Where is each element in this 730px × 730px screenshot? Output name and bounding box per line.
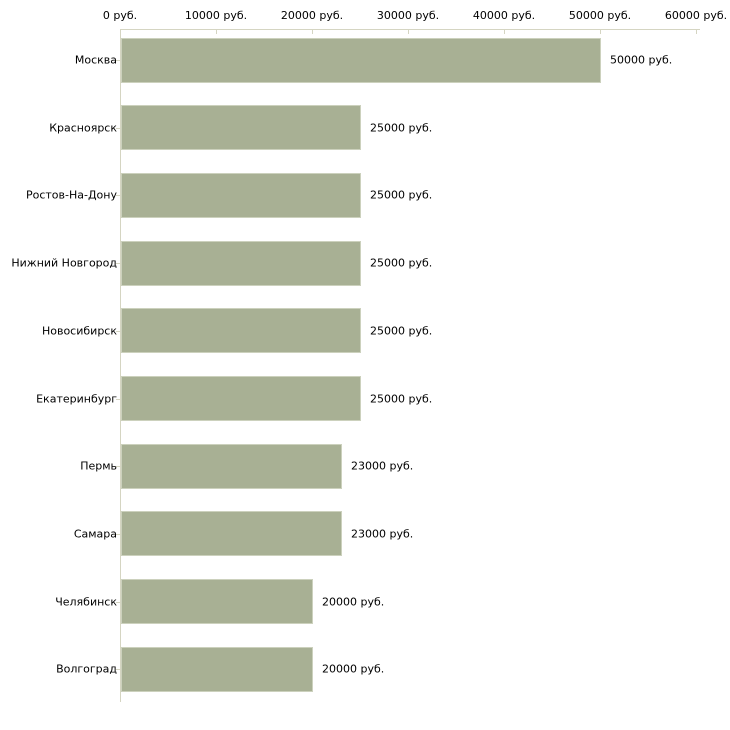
category-label: Новосибирск <box>41 324 117 338</box>
category-label: Волгоград <box>56 662 117 676</box>
bar <box>121 511 342 557</box>
bar <box>121 646 313 692</box>
x-axis-tick-label: 30000 руб. <box>376 9 440 22</box>
category-label: Ростов-На-Дону <box>25 188 117 202</box>
value-label: 20000 руб. <box>322 595 385 609</box>
category-label: Екатеринбург <box>36 392 117 406</box>
category-label: Москва <box>74 53 117 67</box>
y-axis-tick-mark <box>116 330 120 332</box>
value-label: 25000 руб. <box>370 188 433 202</box>
x-axis-tick-mark <box>216 29 217 34</box>
x-axis-tick-label: 40000 руб. <box>472 9 536 22</box>
category-label: Самара <box>73 527 117 541</box>
y-axis-tick-mark <box>116 533 120 535</box>
category-label: Красноярск <box>49 121 117 135</box>
value-label: 23000 руб. <box>351 459 414 473</box>
y-axis-tick-mark <box>116 601 120 603</box>
value-label: 50000 руб. <box>610 53 673 67</box>
x-axis-tick-label: 50000 руб. <box>568 9 632 22</box>
x-axis-tick-mark <box>696 29 697 34</box>
value-label: 25000 руб. <box>370 392 433 406</box>
value-label: 20000 руб. <box>322 662 385 676</box>
bar <box>121 240 361 286</box>
bar <box>121 308 361 354</box>
value-label: 25000 руб. <box>370 324 433 338</box>
value-label: 23000 руб. <box>351 527 414 541</box>
bar <box>121 579 313 625</box>
bar <box>121 376 361 422</box>
x-axis-tick-label: 0 руб. <box>102 9 138 22</box>
y-axis-tick-mark <box>116 195 120 197</box>
y-axis-tick-mark <box>116 60 120 61</box>
y-axis-tick-mark <box>116 669 120 671</box>
x-axis-tick-label: 10000 руб. <box>184 9 248 22</box>
value-label: 25000 руб. <box>370 256 433 270</box>
x-axis-tick-mark <box>408 29 409 34</box>
bar <box>121 172 361 218</box>
y-axis-tick-mark <box>116 466 120 468</box>
y-axis-tick-mark <box>116 263 120 265</box>
bar <box>121 105 361 151</box>
value-label: 25000 руб. <box>370 121 433 135</box>
x-axis-line <box>120 29 700 30</box>
x-axis-tick-label: 20000 руб. <box>280 9 344 22</box>
y-axis-tick-mark <box>116 127 120 129</box>
x-axis-tick-label: 60000 руб. <box>664 9 728 22</box>
category-label: Нижний Новгород <box>11 256 117 270</box>
bar <box>121 443 342 489</box>
bar <box>121 37 601 83</box>
x-axis-tick-mark <box>312 29 313 34</box>
category-label: Челябинск <box>55 595 117 609</box>
y-axis-line <box>120 29 121 702</box>
category-label: Пермь <box>80 459 117 473</box>
x-axis-tick-mark <box>600 29 601 34</box>
x-axis-tick-mark <box>504 29 505 34</box>
y-axis-tick-mark <box>116 398 120 400</box>
